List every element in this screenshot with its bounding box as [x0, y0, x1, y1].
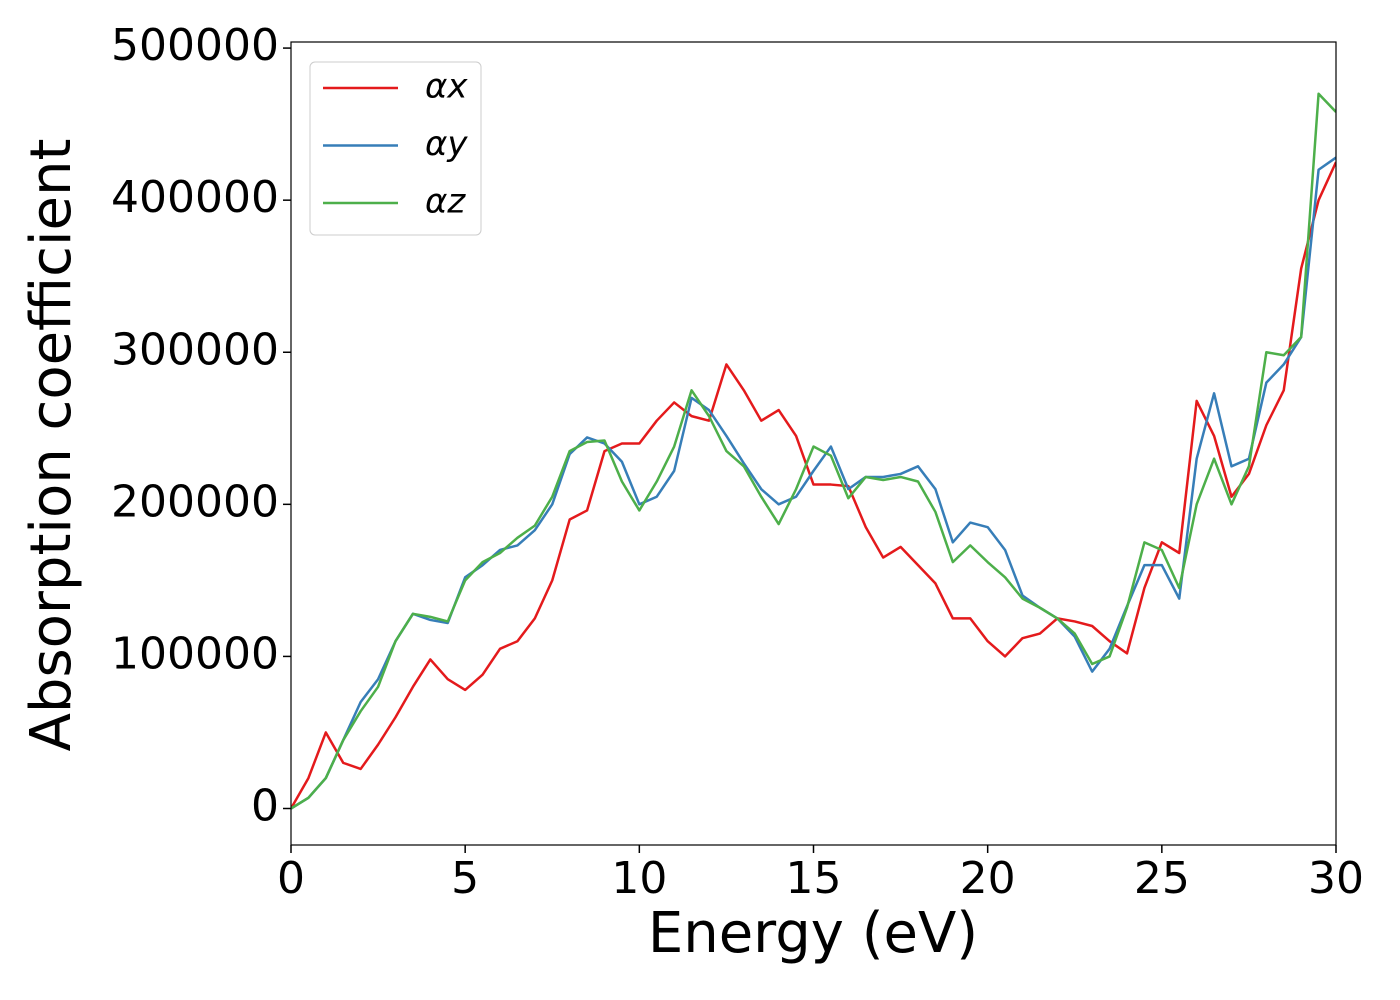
- legend-box: [309, 61, 482, 236]
- y-tick-label: 100000: [111, 628, 279, 679]
- legend: αx αy αz: [309, 61, 482, 236]
- legend-label: αy: [425, 124, 468, 164]
- legend-label: αx: [425, 67, 468, 107]
- x-tick-label: 0: [277, 853, 305, 904]
- plot-frame: [290, 41, 1337, 846]
- y-axis-label: Absorption coefficient: [19, 139, 84, 752]
- x-axis-label: Energy (eV): [648, 901, 978, 966]
- x-tick-label: 30: [1308, 853, 1364, 904]
- x-tick-label: 10: [611, 853, 667, 904]
- x-tick-label: 20: [960, 853, 1016, 904]
- line-series: [291, 156, 1336, 810]
- y-tick-label: 200000: [111, 476, 279, 527]
- line-series: [291, 161, 1336, 810]
- x-tick-label: 25: [1134, 853, 1190, 904]
- legend-label: αz: [425, 182, 466, 222]
- y-tick-label: 300000: [111, 324, 279, 375]
- y-tick-label: 500000: [111, 20, 279, 71]
- y-tick-label: 400000: [111, 172, 279, 223]
- x-tick-label: 5: [451, 853, 479, 904]
- x-tick-label: 15: [786, 853, 842, 904]
- line-series: [291, 92, 1336, 810]
- y-tick-label: 0: [251, 781, 279, 832]
